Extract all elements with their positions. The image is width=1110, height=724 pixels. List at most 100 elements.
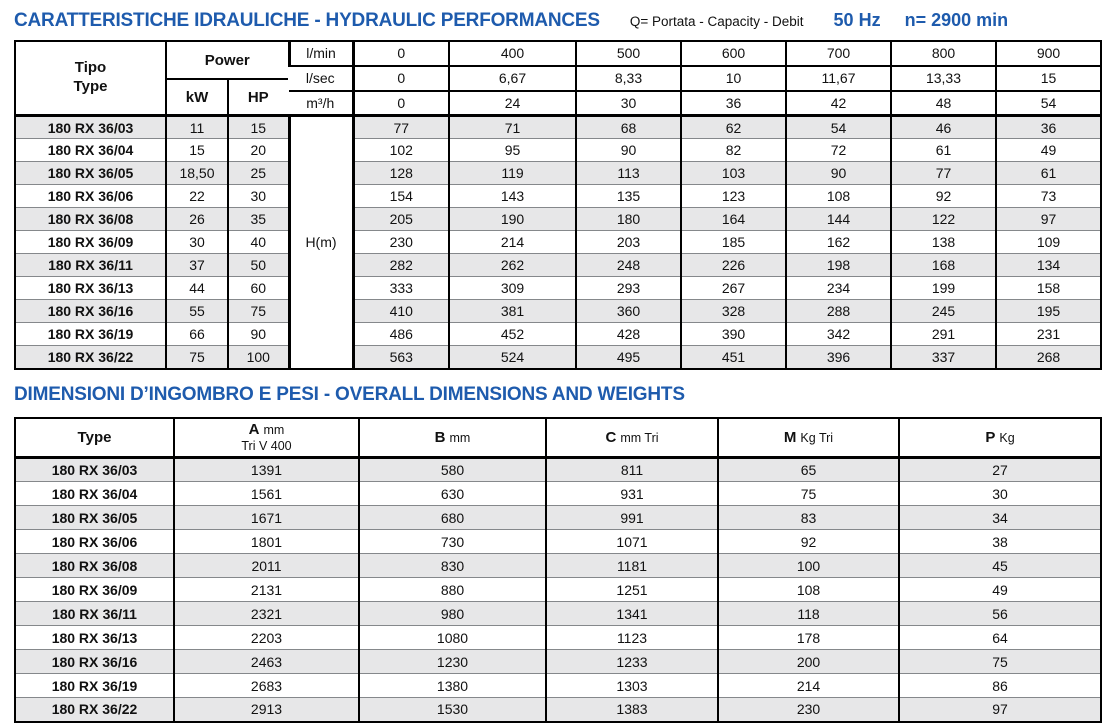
model-cell: 180 RX 36/06 xyxy=(15,529,174,554)
kw-cell: 30 xyxy=(165,230,228,254)
head-value-cell: 68 xyxy=(575,114,681,139)
type-column-header: Type xyxy=(15,417,174,459)
head-value-cell: 195 xyxy=(995,299,1101,323)
dimension-value-cell: 1181 xyxy=(545,553,718,578)
dimension-value-cell: 49 xyxy=(898,577,1101,602)
hp-cell: 75 xyxy=(227,299,289,323)
kw-cell: 37 xyxy=(165,253,228,277)
dimension-value-cell: 1071 xyxy=(545,529,718,554)
flow-value: 8,33 xyxy=(575,65,681,92)
dimension-value-cell: 2913 xyxy=(173,697,359,722)
dimension-value-cell: 30 xyxy=(898,481,1101,506)
hp-cell: 90 xyxy=(227,322,289,346)
model-cell: 180 RX 36/19 xyxy=(15,322,166,346)
head-value-cell: 144 xyxy=(785,207,891,231)
hp-header: HP xyxy=(247,88,269,106)
head-value-cell: 180 xyxy=(575,207,681,231)
kw-cell: 44 xyxy=(165,276,228,300)
flow-value: 6,67 xyxy=(448,65,576,92)
head-value-cell: 214 xyxy=(448,230,576,254)
dimension-value-cell: 830 xyxy=(358,553,546,578)
kw-cell: 26 xyxy=(165,207,228,231)
head-value-cell: 190 xyxy=(448,207,576,231)
dimension-value-cell: 580 xyxy=(358,456,546,482)
model-cell: 180 RX 36/19 xyxy=(15,673,174,698)
hydraulic-row: 180 RX 36/22 75 100 563 524 495 451 396 337 268 xyxy=(15,345,1101,369)
model-cell: 180 RX 36/11 xyxy=(15,253,166,277)
hydraulic-title: CARATTERISTICHE IDRAULICHE - HYDRAULIC P… xyxy=(14,10,600,31)
dimension-value-cell: 1341 xyxy=(545,601,718,626)
head-value-cell: 95 xyxy=(448,138,576,162)
head-value-cell: 360 xyxy=(575,299,681,323)
hydraulic-row: 180 RX 36/04 15 20 102 95 90 82 72 61 49 xyxy=(15,138,1101,162)
head-value-cell: 61 xyxy=(890,138,996,162)
model-cell: 180 RX 36/08 xyxy=(15,553,174,578)
model-cell: 180 RX 36/05 xyxy=(15,505,174,530)
dimensions-row: 180 RX 36/11 2321 980 1341 118 56 xyxy=(15,601,1101,626)
head-value-cell: 92 xyxy=(890,184,996,208)
dimensions-row: 180 RX 36/04 1561 630 931 75 30 xyxy=(15,481,1101,506)
hp-cell: 30 xyxy=(227,184,289,208)
kw-cell: 15 xyxy=(165,138,228,162)
dimension-value-cell: 178 xyxy=(717,625,899,650)
dimension-value-cell: 34 xyxy=(898,505,1101,530)
dimensions-row: 180 RX 36/06 1801 730 1071 92 38 xyxy=(15,529,1101,554)
flow-value: 13,33 xyxy=(890,65,996,92)
head-value-cell: 226 xyxy=(680,253,786,277)
dimension-value-cell: 1561 xyxy=(173,481,359,506)
model-cell: 180 RX 36/11 xyxy=(15,601,174,626)
dimension-value-cell: 980 xyxy=(358,601,546,626)
head-value-cell: 143 xyxy=(448,184,576,208)
dimension-value-cell: 1123 xyxy=(545,625,718,650)
dimension-value-cell: 1530 xyxy=(358,697,546,722)
dimension-value-cell: 1801 xyxy=(173,529,359,554)
head-value-cell: 138 xyxy=(890,230,996,254)
dimension-value-cell: 65 xyxy=(717,456,899,482)
column-header-p: P Kg xyxy=(898,417,1101,459)
dimension-value-cell: 214 xyxy=(717,673,899,698)
head-value-cell: 154 xyxy=(352,184,449,208)
hp-cell: 50 xyxy=(227,253,289,277)
flow-value: 500 xyxy=(575,41,681,67)
head-value-cell: 36 xyxy=(995,114,1101,139)
head-value-cell: 77 xyxy=(352,114,449,139)
dimensions-row: 180 RX 36/05 1671 680 991 83 34 xyxy=(15,505,1101,530)
dimension-value-cell: 730 xyxy=(358,529,546,554)
head-value-cell: 381 xyxy=(448,299,576,323)
flow-value: 30 xyxy=(575,90,681,117)
kw-cell: 55 xyxy=(165,299,228,323)
head-value-cell: 451 xyxy=(680,345,786,369)
flow-unit-lsec: l/sec xyxy=(289,65,355,92)
dimensions-title: DIMENSIONI D’INGOMBRO E PESI - OVERALL D… xyxy=(14,383,685,405)
flow-value: 0 xyxy=(352,65,449,92)
dimension-value-cell: 1303 xyxy=(545,673,718,698)
dimension-value-cell: 1080 xyxy=(358,625,546,650)
dimension-value-cell: 200 xyxy=(717,649,899,674)
flow-unit-m3h: m³/h xyxy=(289,90,355,117)
dimension-value-cell: 1391 xyxy=(173,456,359,482)
flow-value: 42 xyxy=(785,90,891,117)
power-label: Power xyxy=(204,51,250,69)
head-value-cell: 135 xyxy=(575,184,681,208)
model-cell: 180 RX 36/13 xyxy=(15,276,166,300)
model-cell: 180 RX 36/22 xyxy=(15,345,166,369)
head-value-cell: 410 xyxy=(352,299,449,323)
head-value-cell: 134 xyxy=(995,253,1101,277)
head-value-cell: 234 xyxy=(785,276,891,300)
head-value-cell: 77 xyxy=(890,161,996,185)
dimension-value-cell: 108 xyxy=(717,577,899,602)
kw-cell: 75 xyxy=(165,345,228,369)
model-cell: 180 RX 36/16 xyxy=(15,649,174,674)
dimensions-row: 180 RX 36/08 2011 830 1181 100 45 xyxy=(15,553,1101,578)
model-cell: 180 RX 36/08 xyxy=(15,207,166,231)
flow-value: 800 xyxy=(890,41,996,67)
dimension-value-cell: 64 xyxy=(898,625,1101,650)
head-value-cell: 122 xyxy=(890,207,996,231)
flow-value: 900 xyxy=(995,41,1101,67)
head-value-cell: 328 xyxy=(680,299,786,323)
flow-value: 400 xyxy=(448,41,576,67)
